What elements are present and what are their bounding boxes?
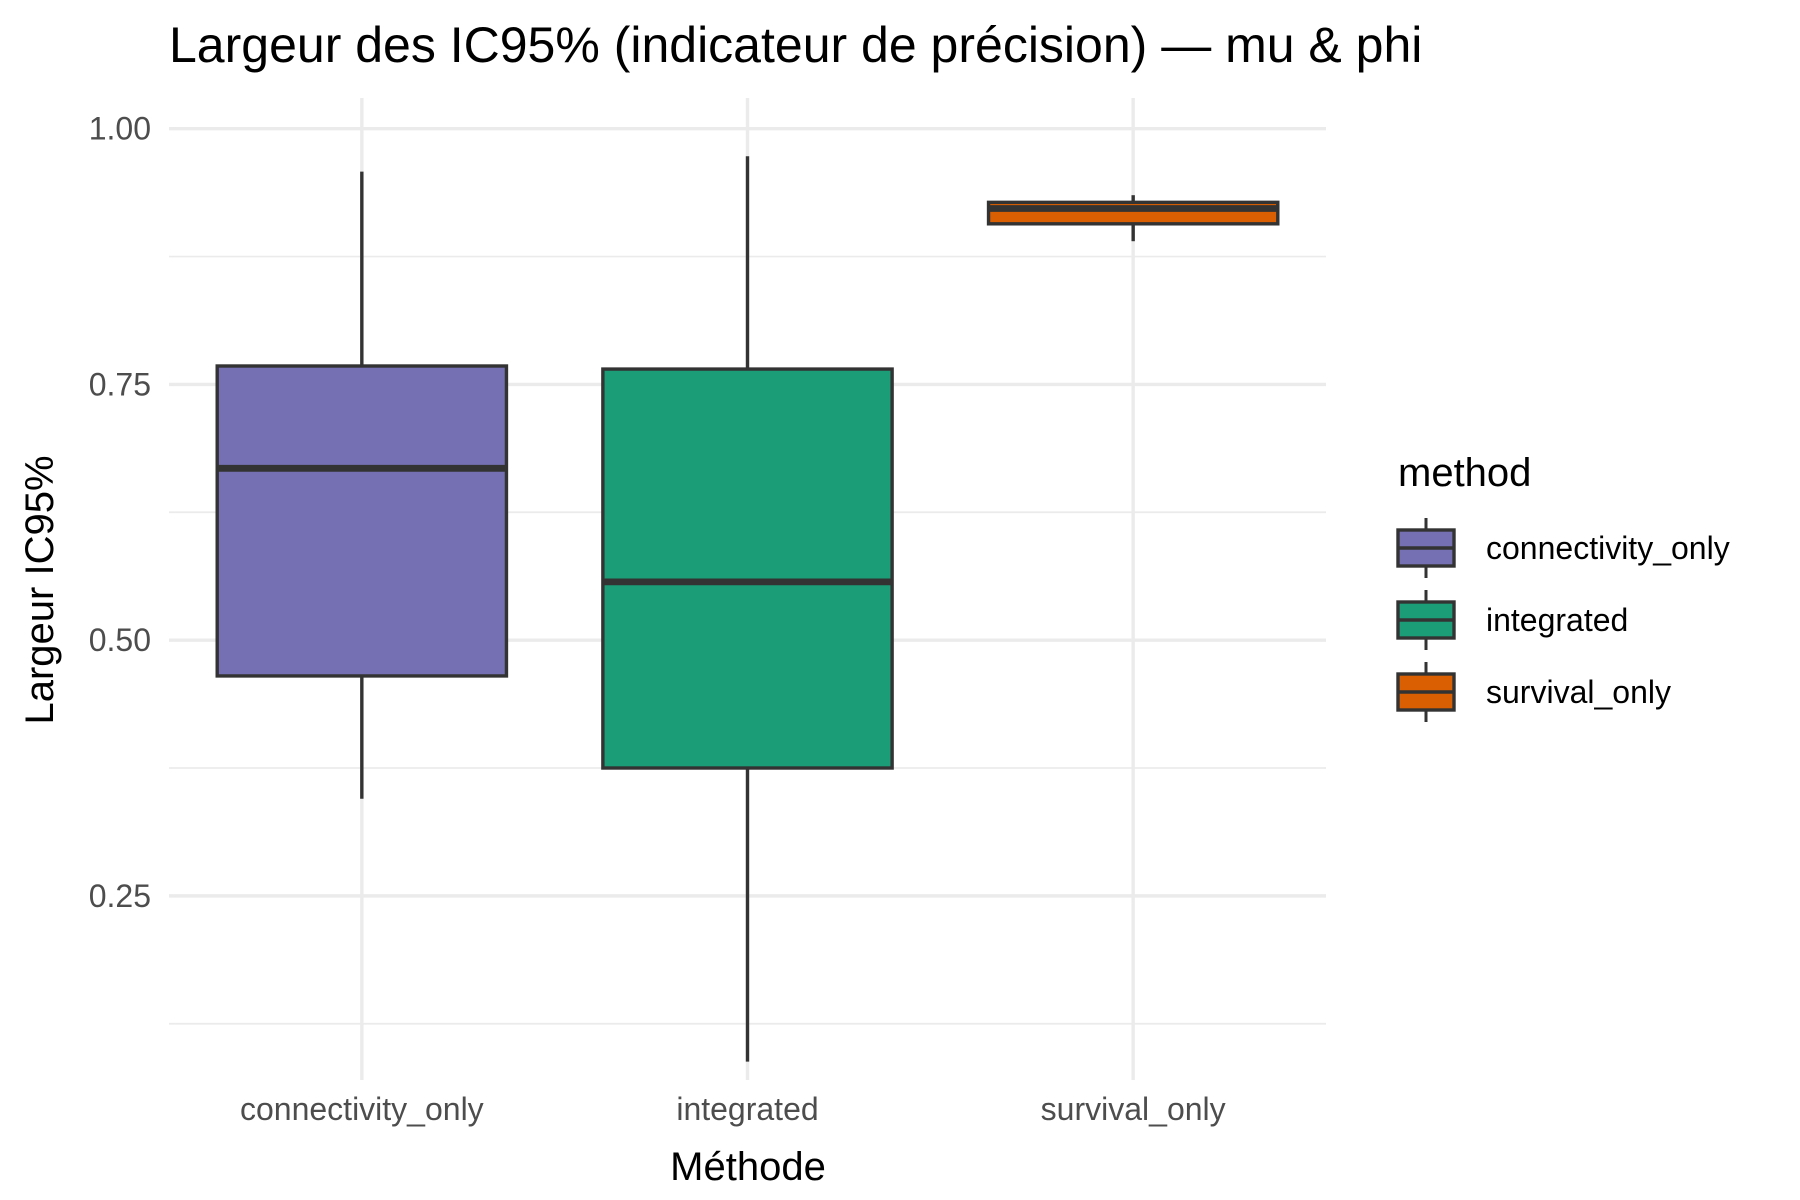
box-integrated [601,156,894,1062]
box-rect [215,364,509,678]
legend-entries: connectivity_only integrated survival_only [1396,518,1730,722]
legend: method connectivity_only integrated surviv… [1396,451,1730,722]
chart-title: Largeur des IC95% (indicateur de précisi… [169,17,1422,73]
legend-label: survival_only [1486,674,1671,710]
y-tick-label: 0.50 [89,622,151,658]
plot-boxes [215,156,1280,1062]
y-tick-label: 1.00 [89,111,151,147]
y-axis-ticks: 0.25 0.50 0.75 1.00 [89,111,151,914]
legend-entry-integrated: integrated [1396,590,1628,650]
y-axis-title: Largeur IC95% [18,455,62,724]
x-tick-label: integrated [676,1091,818,1127]
y-tick-label: 0.25 [89,878,151,914]
x-tick-label: survival_only [1041,1091,1226,1127]
legend-label: connectivity_only [1486,530,1730,566]
box-connectivity_only [215,171,509,799]
legend-entry-survival_only: survival_only [1396,662,1671,722]
legend-title: method [1398,451,1531,495]
x-axis-title: Méthode [670,1145,826,1189]
y-tick-label: 0.75 [89,366,151,402]
legend-entry-connectivity_only: connectivity_only [1396,518,1730,578]
box-rect [601,367,894,770]
x-axis-ticks: connectivity_only integrated survival_only [240,1091,1226,1127]
legend-label: integrated [1486,602,1628,638]
x-tick-label: connectivity_only [240,1091,484,1127]
box-survival_only [986,195,1280,242]
